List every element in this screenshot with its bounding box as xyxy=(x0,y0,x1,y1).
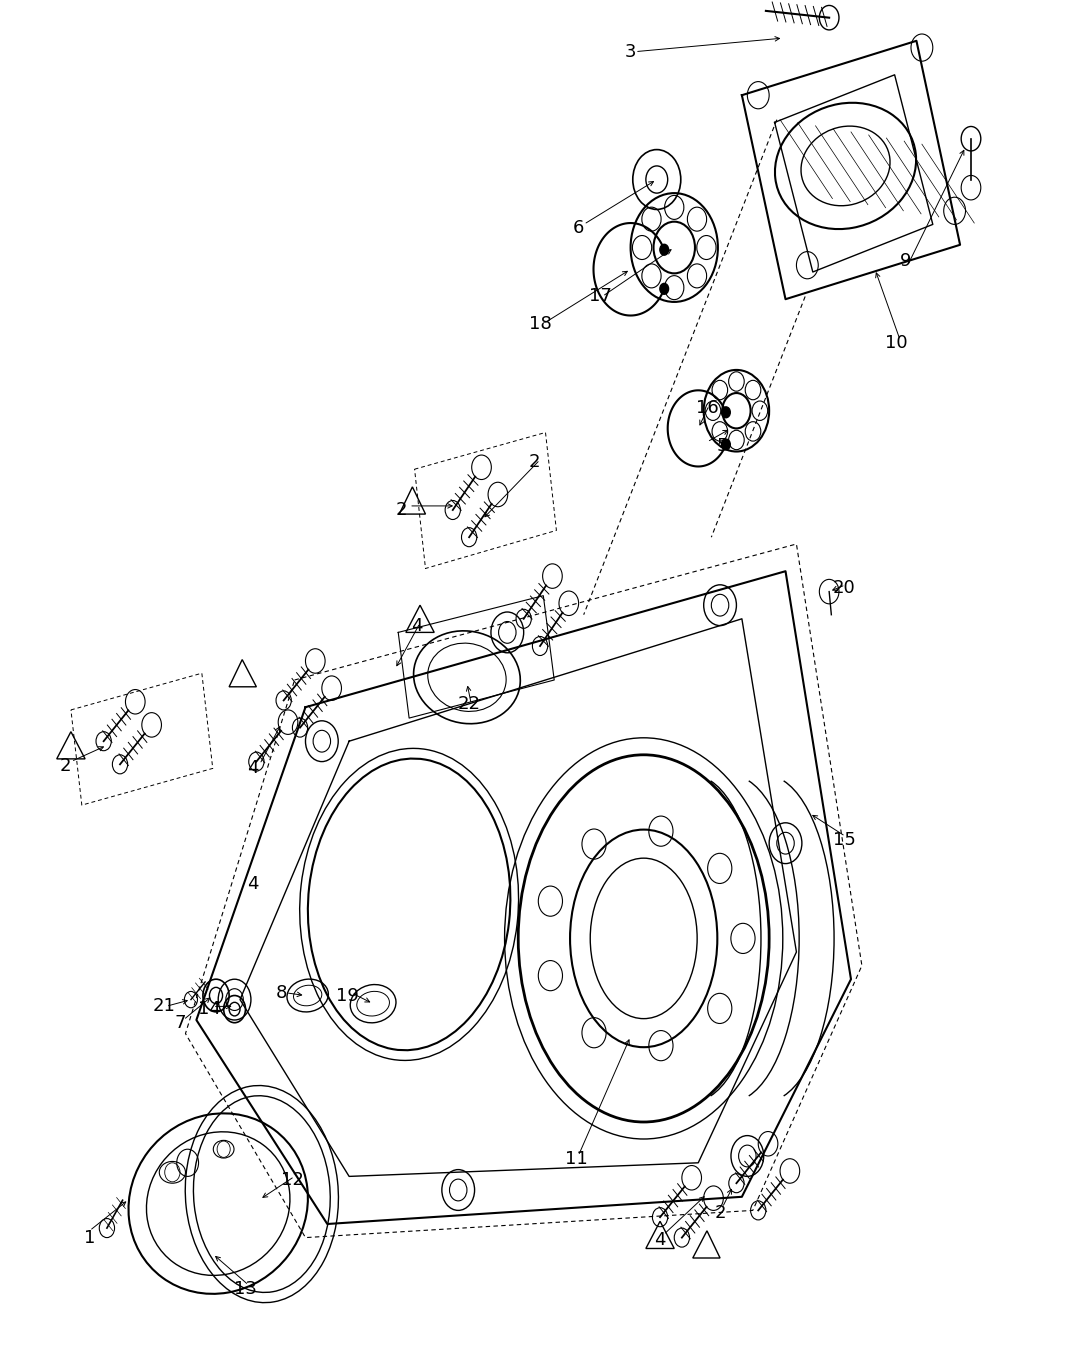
Text: 8: 8 xyxy=(276,983,287,1002)
Circle shape xyxy=(660,245,669,256)
Text: 19: 19 xyxy=(336,986,358,1005)
Text: 16: 16 xyxy=(696,398,718,418)
Text: 20: 20 xyxy=(834,578,855,597)
Text: 22: 22 xyxy=(457,695,481,714)
Text: 17: 17 xyxy=(589,287,611,306)
Text: 4: 4 xyxy=(655,1231,666,1250)
Text: 4: 4 xyxy=(248,759,259,778)
Text: 4: 4 xyxy=(411,616,422,635)
Text: 11: 11 xyxy=(565,1149,587,1168)
Text: 2: 2 xyxy=(529,453,540,472)
Text: 18: 18 xyxy=(529,314,551,333)
Text: 13: 13 xyxy=(235,1280,256,1299)
Text: 10: 10 xyxy=(886,333,908,352)
Text: 6: 6 xyxy=(573,219,584,238)
Text: 1: 1 xyxy=(84,1228,95,1247)
Text: 7: 7 xyxy=(175,1013,185,1032)
Text: 3: 3 xyxy=(625,42,636,61)
Circle shape xyxy=(721,439,730,450)
Text: 15: 15 xyxy=(834,831,855,850)
Text: 14: 14 xyxy=(199,1000,220,1019)
Text: 12: 12 xyxy=(281,1171,303,1190)
Text: 2: 2 xyxy=(396,500,407,520)
Circle shape xyxy=(660,283,669,294)
Text: 9: 9 xyxy=(900,252,911,271)
Text: 2: 2 xyxy=(60,756,71,775)
Text: 4: 4 xyxy=(248,874,259,894)
Circle shape xyxy=(721,407,730,418)
Text: 2: 2 xyxy=(715,1204,726,1223)
Text: 5: 5 xyxy=(717,437,728,456)
Text: 21: 21 xyxy=(153,997,175,1016)
